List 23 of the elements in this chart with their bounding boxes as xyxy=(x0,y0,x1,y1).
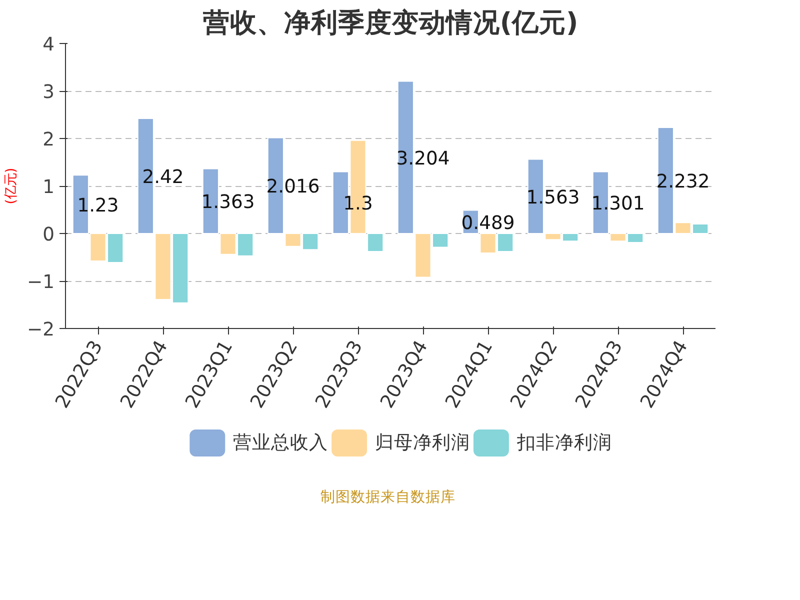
chart-title: 营收、净利季度变动情况(亿元) xyxy=(202,8,578,38)
data-label: 1.3 xyxy=(343,194,373,215)
y-axis-title: (亿元) xyxy=(4,168,19,204)
data-label: 2.016 xyxy=(266,176,320,198)
data-label: 1.23 xyxy=(77,195,119,216)
data-label: 1.363 xyxy=(201,192,255,214)
y-tick-label: −2 xyxy=(27,320,55,340)
legend-label: 营业总收入 xyxy=(233,432,328,454)
y-tick-label: 0 xyxy=(42,224,55,246)
legend-label: 归母净利润 xyxy=(375,432,470,454)
data-label: 2.42 xyxy=(142,167,184,188)
y-tick-label: 1 xyxy=(42,177,55,198)
legend-label: 扣非净利润 xyxy=(516,432,612,454)
y-tick-label: 3 xyxy=(42,82,55,103)
text: 制图数据来自数据库 xyxy=(320,488,456,506)
data-label: 3.204 xyxy=(396,148,450,170)
y-tick-label: −1 xyxy=(27,272,55,293)
data-label: 0.489 xyxy=(461,212,515,234)
y-tick-label: 2 xyxy=(42,130,55,150)
y-tick-label: 4 xyxy=(42,34,55,56)
data-label: 1.301 xyxy=(591,194,645,215)
data-label: 1.563 xyxy=(526,187,580,208)
data-label: 2.232 xyxy=(656,171,710,192)
